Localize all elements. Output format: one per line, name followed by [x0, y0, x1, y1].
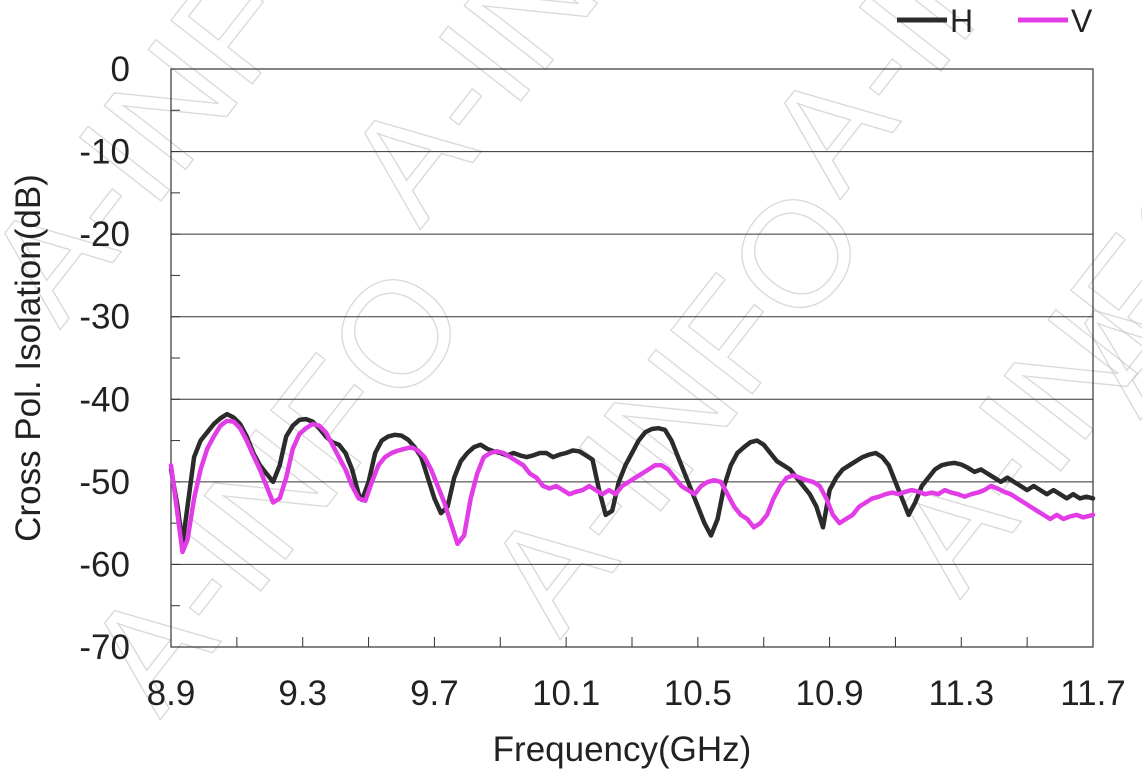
watermark-text: A-INFO	[313, 0, 758, 250]
y-tick-label: -70	[79, 628, 130, 667]
legend-label-h: H	[950, 3, 973, 39]
x-tick-label: 10.1	[532, 674, 600, 713]
x-tick-label: 9.3	[278, 674, 327, 713]
watermark-text: A-INFO	[453, 156, 898, 660]
x-axis-label: Frequency(GHz)	[493, 730, 752, 769]
series-layer	[168, 411, 1096, 555]
axis-ticks	[170, 68, 1094, 648]
x-tick-label: 8.9	[147, 674, 196, 713]
x-tick-label: 11.7	[1060, 674, 1126, 713]
x-tick-label: 10.5	[664, 674, 732, 713]
series-line-v	[168, 418, 1096, 555]
y-axis-label: Cross Pol. Isolation(dB)	[9, 174, 48, 542]
y-tick-label: -30	[79, 298, 130, 337]
y-tick-label: -50	[79, 463, 130, 502]
y-tick-label: -60	[79, 545, 130, 584]
grid-lines	[171, 151, 1093, 565]
x-tick-label: 9.7	[410, 674, 459, 713]
y-tick-label: -20	[79, 215, 130, 254]
x-tick-label: 11.3	[929, 674, 995, 713]
legend-label-v: V	[1071, 3, 1093, 39]
x-tick-label: 10.9	[796, 674, 864, 713]
y-tick-label: -10	[79, 133, 130, 172]
y-tick-label: -40	[79, 380, 130, 419]
y-tick-label: 0	[111, 50, 130, 89]
tick-labels: 8.9 9.3 9.7 10.1 10.5 10.9 11.3 11.7 0 -10 -20 -30 -…	[79, 50, 1125, 713]
series-line-h	[168, 411, 1096, 547]
